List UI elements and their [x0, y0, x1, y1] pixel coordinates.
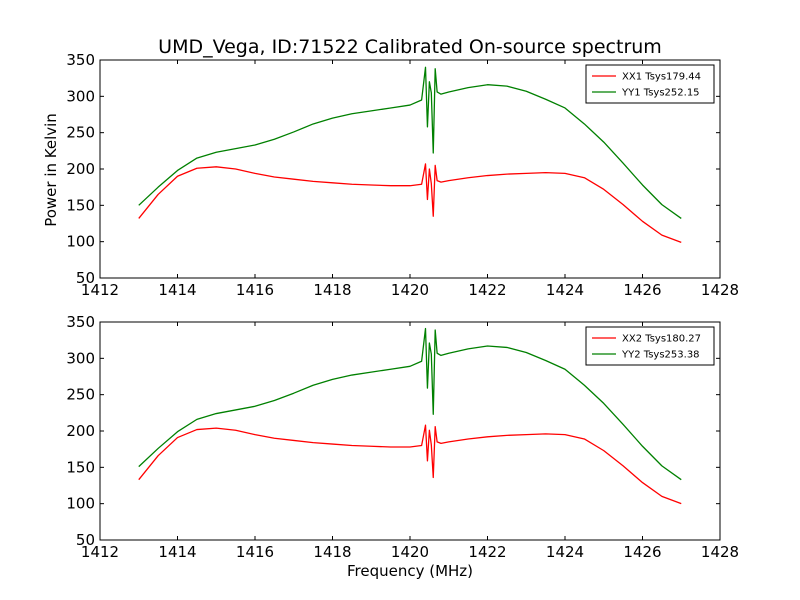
x-tick-label: 1414: [158, 543, 196, 561]
legend: XX2 Tsys180.27 YY2 Tsys253.38: [585, 326, 715, 366]
series-line-2: [138, 66, 682, 219]
top-panel: 1412 1414 1416 1418 1420 1422 1424 1426 1428 50 10…: [66, 51, 739, 299]
y-tick-label: 300: [66, 87, 95, 105]
x-tick-label: 1424: [546, 281, 584, 299]
series-line-1: [138, 424, 682, 505]
x-tick-label: 1416: [236, 543, 274, 561]
legend-box: [585, 64, 715, 104]
y-axis-label: Power in Kelvin: [42, 113, 60, 227]
x-tick-label: 1418: [313, 543, 351, 561]
x-tick-label: 1412: [81, 543, 119, 561]
y-tick-label: 150: [66, 458, 95, 476]
x-tick-label: 1412: [81, 281, 119, 299]
y-tick-label: 200: [66, 160, 95, 178]
x-tick-label: 1422: [468, 281, 506, 299]
bottom-panel: 1412 1414 1416 1418 1420 1422 1424 1426 1428 50 10…: [66, 313, 739, 561]
y-tick-label: 250: [66, 386, 95, 404]
y-tick-label: 350: [66, 313, 95, 331]
chart-title: UMD_Vega, ID:71522 Calibrated On-source …: [158, 36, 662, 58]
y-tick-label: 50: [76, 269, 95, 287]
x-tick-label: 1424: [546, 543, 584, 561]
y-tick-label: 100: [66, 495, 95, 513]
series-line-1: [138, 163, 682, 243]
x-tick-label: 1422: [468, 543, 506, 561]
y-tick-label: 350: [66, 51, 95, 69]
x-axis-label: Frequency (MHz): [347, 562, 473, 580]
legend-box: [585, 326, 715, 366]
y-tick-label: 150: [66, 196, 95, 214]
y-tick-label: 300: [66, 349, 95, 367]
x-tick-label: 1426: [623, 543, 661, 561]
y-tick-label: 250: [66, 124, 95, 142]
series-line-2: [138, 327, 682, 481]
legend-label-1: XX2 Tsys180.27: [622, 334, 701, 345]
y-tick-label: 200: [66, 422, 95, 440]
x-tick-label: 1420: [391, 543, 429, 561]
y-tick-label: 50: [76, 531, 95, 549]
x-tick-label: 1426: [623, 281, 661, 299]
legend-label-2: YY2 Tsys253.38: [621, 350, 700, 361]
legend: XX1 Tsys179.44 YY1 Tsys252.15: [585, 64, 715, 104]
x-tick-label: 1428: [701, 543, 739, 561]
x-tick-label: 1414: [158, 281, 196, 299]
x-tick-label: 1420: [391, 281, 429, 299]
y-tick-label: 100: [66, 233, 95, 251]
x-tick-label: 1428: [701, 281, 739, 299]
legend-label-2: YY1 Tsys252.15: [621, 88, 700, 99]
legend-label-1: XX1 Tsys179.44: [622, 72, 701, 83]
x-tick-label: 1416: [236, 281, 274, 299]
x-tick-label: 1418: [313, 281, 351, 299]
